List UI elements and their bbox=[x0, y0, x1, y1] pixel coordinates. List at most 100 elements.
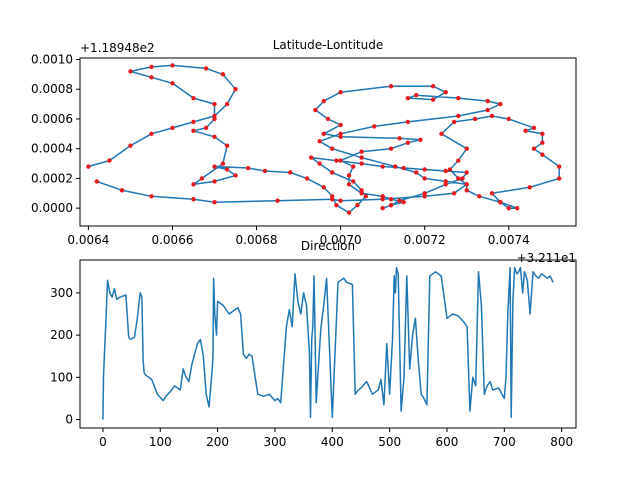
data-point bbox=[334, 158, 339, 163]
data-point bbox=[388, 202, 394, 208]
data-point bbox=[489, 191, 495, 196]
data-point bbox=[414, 92, 419, 98]
data-point bbox=[485, 107, 490, 113]
data-point bbox=[330, 146, 335, 151]
data-point bbox=[212, 164, 217, 169]
data-point bbox=[149, 131, 154, 137]
x-tick-label: 800 bbox=[550, 435, 573, 449]
data-point bbox=[456, 95, 461, 101]
data-point bbox=[212, 179, 217, 184]
y-tick-label: 300 bbox=[50, 286, 73, 300]
y-tick-label: 200 bbox=[50, 328, 73, 342]
data-point bbox=[321, 98, 326, 104]
data-point bbox=[443, 89, 448, 95]
data-point bbox=[359, 161, 364, 166]
axes-frame-direction bbox=[79, 259, 577, 429]
data-point bbox=[203, 66, 209, 71]
data-point bbox=[212, 101, 217, 107]
data-point bbox=[351, 179, 356, 184]
data-point bbox=[556, 164, 562, 169]
axes-frame-latlon bbox=[79, 57, 577, 227]
data-point bbox=[359, 149, 364, 154]
data-point bbox=[191, 197, 196, 202]
data-point bbox=[523, 128, 528, 134]
data-point bbox=[556, 176, 562, 181]
data-point bbox=[170, 63, 175, 68]
data-point bbox=[245, 165, 251, 171]
series-line bbox=[88, 64, 560, 214]
data-point bbox=[443, 179, 448, 184]
data-point bbox=[540, 140, 545, 145]
data-point bbox=[443, 168, 448, 174]
y-tick-label: 0.0004 bbox=[31, 142, 73, 156]
x-tick-label: 100 bbox=[149, 435, 172, 449]
data-point bbox=[149, 64, 154, 70]
data-point bbox=[393, 164, 398, 169]
data-point bbox=[233, 173, 238, 178]
y-tick-label: 0.0010 bbox=[31, 52, 73, 66]
data-point bbox=[531, 146, 537, 151]
data-point bbox=[330, 197, 335, 202]
data-point bbox=[359, 191, 364, 196]
x-tick-label: 600 bbox=[436, 435, 459, 449]
y-tick-label: 0.0000 bbox=[31, 201, 73, 215]
data-point bbox=[191, 128, 196, 134]
y-tick-label: 100 bbox=[50, 370, 73, 384]
data-point bbox=[401, 165, 406, 171]
x-tick-label: 0.0070 bbox=[320, 233, 362, 247]
data-point bbox=[304, 176, 310, 181]
data-point bbox=[422, 194, 427, 199]
data-point bbox=[447, 167, 453, 172]
data-point bbox=[191, 182, 196, 187]
data-point bbox=[107, 158, 112, 163]
data-point bbox=[170, 81, 175, 86]
data-point bbox=[149, 194, 154, 199]
data-point bbox=[439, 131, 444, 137]
data-point bbox=[430, 84, 436, 89]
data-point bbox=[199, 176, 205, 181]
data-point bbox=[388, 197, 394, 202]
data-point bbox=[472, 116, 478, 122]
data-point bbox=[422, 167, 427, 172]
plot-area-direction: 0 100 200 300 400 500 600 700 800 0 100 200 300 bbox=[50, 266, 573, 449]
data-point bbox=[514, 205, 520, 211]
data-point bbox=[397, 198, 402, 203]
data-point bbox=[414, 170, 419, 175]
data-point bbox=[388, 84, 394, 89]
x-tick-label: 0.0068 bbox=[236, 233, 278, 247]
data-point bbox=[540, 131, 545, 137]
data-point bbox=[430, 97, 436, 102]
data-point bbox=[338, 158, 343, 163]
data-point bbox=[464, 170, 469, 175]
data-point bbox=[498, 101, 503, 107]
data-point bbox=[330, 170, 335, 175]
chart-title-direction: Direction bbox=[301, 239, 355, 253]
data-point bbox=[405, 95, 411, 101]
data-point bbox=[380, 164, 385, 169]
x-tick-label: 700 bbox=[493, 435, 516, 449]
x-tick-label: 0.0074 bbox=[488, 233, 530, 247]
data-point bbox=[464, 182, 469, 187]
data-point bbox=[313, 107, 318, 113]
y-tick-label: 0 bbox=[65, 413, 73, 427]
data-point bbox=[401, 200, 406, 205]
data-point bbox=[380, 205, 385, 211]
data-point bbox=[456, 158, 461, 163]
data-point bbox=[321, 131, 326, 137]
data-point bbox=[388, 146, 394, 151]
data-point bbox=[325, 116, 331, 122]
data-point bbox=[317, 139, 322, 144]
data-point bbox=[456, 113, 461, 119]
data-point bbox=[86, 164, 91, 169]
data-point bbox=[149, 75, 154, 80]
data-point bbox=[338, 122, 343, 128]
data-point bbox=[287, 170, 293, 175]
data-point bbox=[338, 89, 343, 95]
y-tick-label: 0.0002 bbox=[31, 171, 73, 185]
data-point bbox=[317, 161, 322, 166]
data-point bbox=[94, 179, 100, 184]
data-point bbox=[359, 155, 364, 160]
data-point bbox=[540, 152, 545, 157]
